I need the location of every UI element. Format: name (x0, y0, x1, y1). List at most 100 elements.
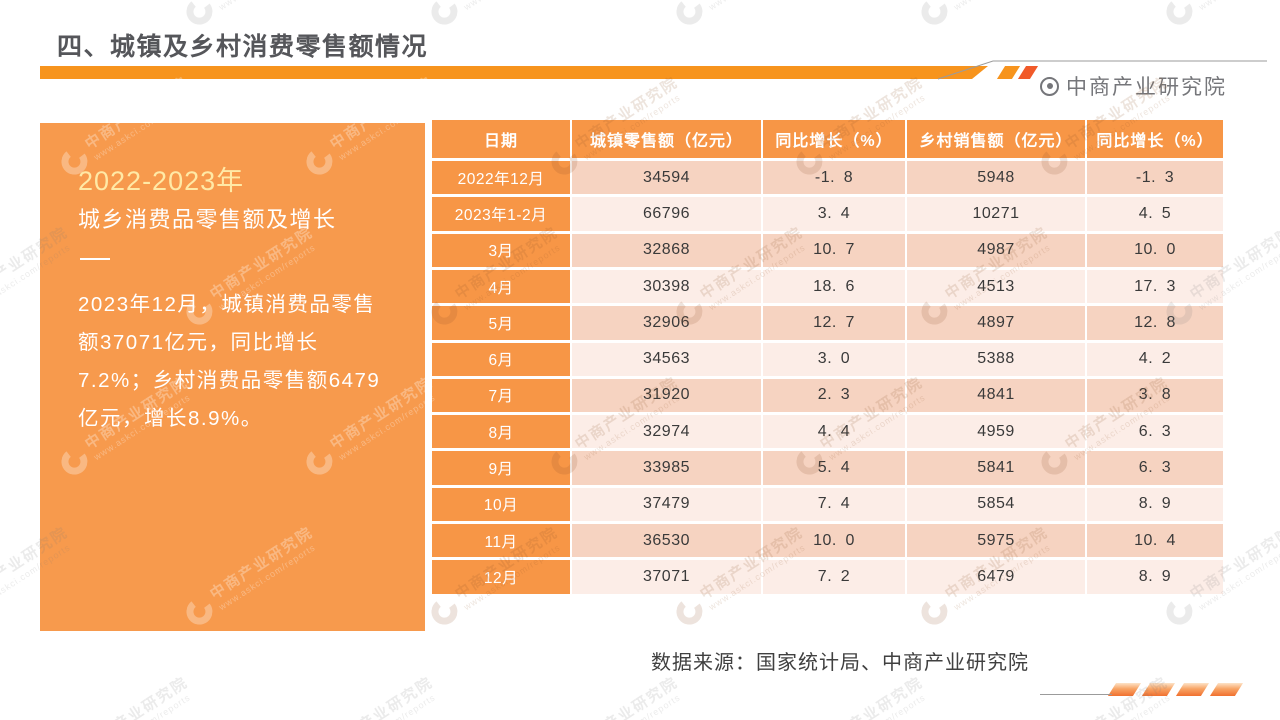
value-cell: 34594 (572, 161, 761, 195)
value-cell: 5854 (907, 487, 1085, 522)
date-cell: 3月 (432, 233, 570, 267)
value-cell: 2. 3 (763, 378, 905, 413)
watermark-logo-icon (184, 0, 214, 27)
watermark-text: 中商产业研究院 (327, 673, 437, 720)
value-cell: 37071 (572, 560, 761, 594)
watermark-text: 中商产业研究院 (696, 0, 807, 4)
value-cell: 8. 9 (1087, 487, 1223, 522)
value-cell: 36530 (572, 524, 761, 558)
watermark-url: www.askci.com/reports (337, 689, 442, 720)
value-cell: 10. 0 (763, 524, 905, 558)
value-cell: 32974 (572, 415, 761, 449)
bottom-decoration-stripes (1107, 683, 1244, 696)
watermark-url: www.askci.com/reports (582, 689, 687, 720)
brand-logo: 中商产业研究院 (1040, 71, 1227, 101)
value-cell: 7. 2 (763, 560, 905, 594)
watermark-url: www.askci.com/reports (217, 0, 322, 12)
logo-slash-orange (996, 66, 1021, 79)
page-title: 四、城镇及乡村消费零售额情况 (57, 33, 429, 61)
watermark-url: www.askci.com/reports (707, 0, 812, 12)
value-cell: 10. 7 (763, 233, 905, 267)
logo-slash-red (1017, 66, 1039, 79)
value-cell: 4513 (907, 269, 1085, 304)
watermark-url: www.askci.com/reports (92, 689, 197, 720)
value-cell: 30398 (572, 269, 761, 304)
value-cell: -1. 8 (763, 161, 905, 195)
value-cell: 5841 (907, 451, 1085, 485)
value-cell: 4897 (907, 306, 1085, 340)
value-cell: 8. 9 (1087, 560, 1223, 594)
data-source-line: 数据来源：国家统计局、中商产业研究院 (651, 652, 1029, 674)
value-cell: 37479 (572, 487, 761, 522)
value-cell: 7. 4 (763, 487, 905, 522)
value-cell: 5975 (907, 524, 1085, 558)
value-cell: 32868 (572, 233, 761, 267)
watermark-url: www.askci.com/reports (462, 0, 567, 12)
watermark-logo-icon (429, 0, 459, 27)
date-cell: 8月 (432, 415, 570, 449)
decoration-stripe (1209, 683, 1244, 696)
value-cell: 5388 (907, 342, 1085, 376)
table-header-cell: 城镇零售额（亿元） (572, 120, 761, 158)
title-divider-bar (40, 66, 988, 79)
watermark-url: www.askci.com/reports (1197, 0, 1280, 12)
value-cell: 3. 8 (1087, 378, 1223, 413)
value-cell: 4841 (907, 378, 1085, 413)
table-header-cell: 日期 (432, 120, 570, 158)
table-header-cell: 乡村销售额（亿元） (907, 120, 1085, 158)
watermark-text: 中商产业研究院 (451, 0, 562, 4)
value-cell: 12. 8 (1087, 306, 1223, 340)
date-cell: 7月 (432, 378, 570, 413)
watermark-text: 中商产业研究院 (572, 673, 682, 720)
value-cell: 4959 (907, 415, 1085, 449)
summary-panel: 2022-2023年 城乡消费品零售额及增长 2023年12月，城镇消费品零售额… (40, 123, 425, 631)
value-cell: 5. 4 (763, 451, 905, 485)
value-cell: 10. 4 (1087, 524, 1223, 558)
date-cell: 6月 (432, 342, 570, 376)
retail-data-table: 日期 城镇零售额（亿元） 同比增长（%） 乡村销售额（亿元） 同比增长（%） 2022年1… (432, 120, 1223, 630)
value-cell: 10271 (907, 197, 1085, 231)
value-cell: 12. 7 (763, 306, 905, 340)
watermark-text: 中商产业研究院 (1186, 0, 1280, 4)
date-cell: 9月 (432, 451, 570, 485)
date-cell: 2022年12月 (432, 161, 570, 195)
table-header-cell: 同比增长（%） (1087, 120, 1223, 158)
value-cell: 6. 3 (1087, 415, 1223, 449)
value-cell: 10. 0 (1087, 233, 1223, 267)
value-cell: 5948 (907, 161, 1085, 195)
watermark-text: 中商产业研究院 (941, 0, 1052, 4)
watermark-logo-icon (919, 0, 949, 27)
watermark-url: www.askci.com/reports (827, 689, 932, 720)
date-cell: 5月 (432, 306, 570, 340)
watermark-text: 中商产业研究院 (82, 673, 192, 720)
value-cell: 6479 (907, 560, 1085, 594)
watermark-text: 中商产业研究院 (206, 0, 317, 4)
decoration-stripe (1107, 683, 1142, 696)
date-cell: 11月 (432, 524, 570, 558)
panel-period: 2022-2023年 (78, 166, 245, 196)
table-header-cell: 同比增长（%） (763, 120, 905, 158)
value-cell: 66796 (572, 197, 761, 231)
watermark-url: www.askci.com/reports (952, 0, 1057, 12)
brand-name: 中商产业研究院 (1066, 76, 1227, 99)
panel-subtitle: 城乡消费品零售额及增长 (78, 207, 337, 232)
date-cell: 4月 (432, 269, 570, 304)
date-cell: 12月 (432, 560, 570, 594)
circle-dot-icon (1040, 76, 1059, 96)
watermark-logo-icon (1164, 0, 1194, 27)
value-cell: 4. 4 (763, 415, 905, 449)
value-cell: 4987 (907, 233, 1085, 267)
value-cell: 17. 3 (1087, 269, 1223, 304)
watermark-url: www.askci.com/reports (0, 0, 77, 12)
value-cell: -1. 3 (1087, 161, 1223, 195)
watermark-logo-icon (674, 0, 704, 27)
value-cell: 34563 (572, 342, 761, 376)
